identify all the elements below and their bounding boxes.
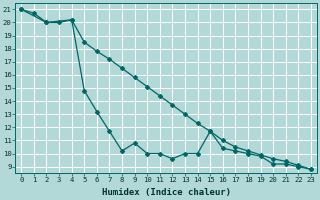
- X-axis label: Humidex (Indice chaleur): Humidex (Indice chaleur): [102, 188, 231, 197]
